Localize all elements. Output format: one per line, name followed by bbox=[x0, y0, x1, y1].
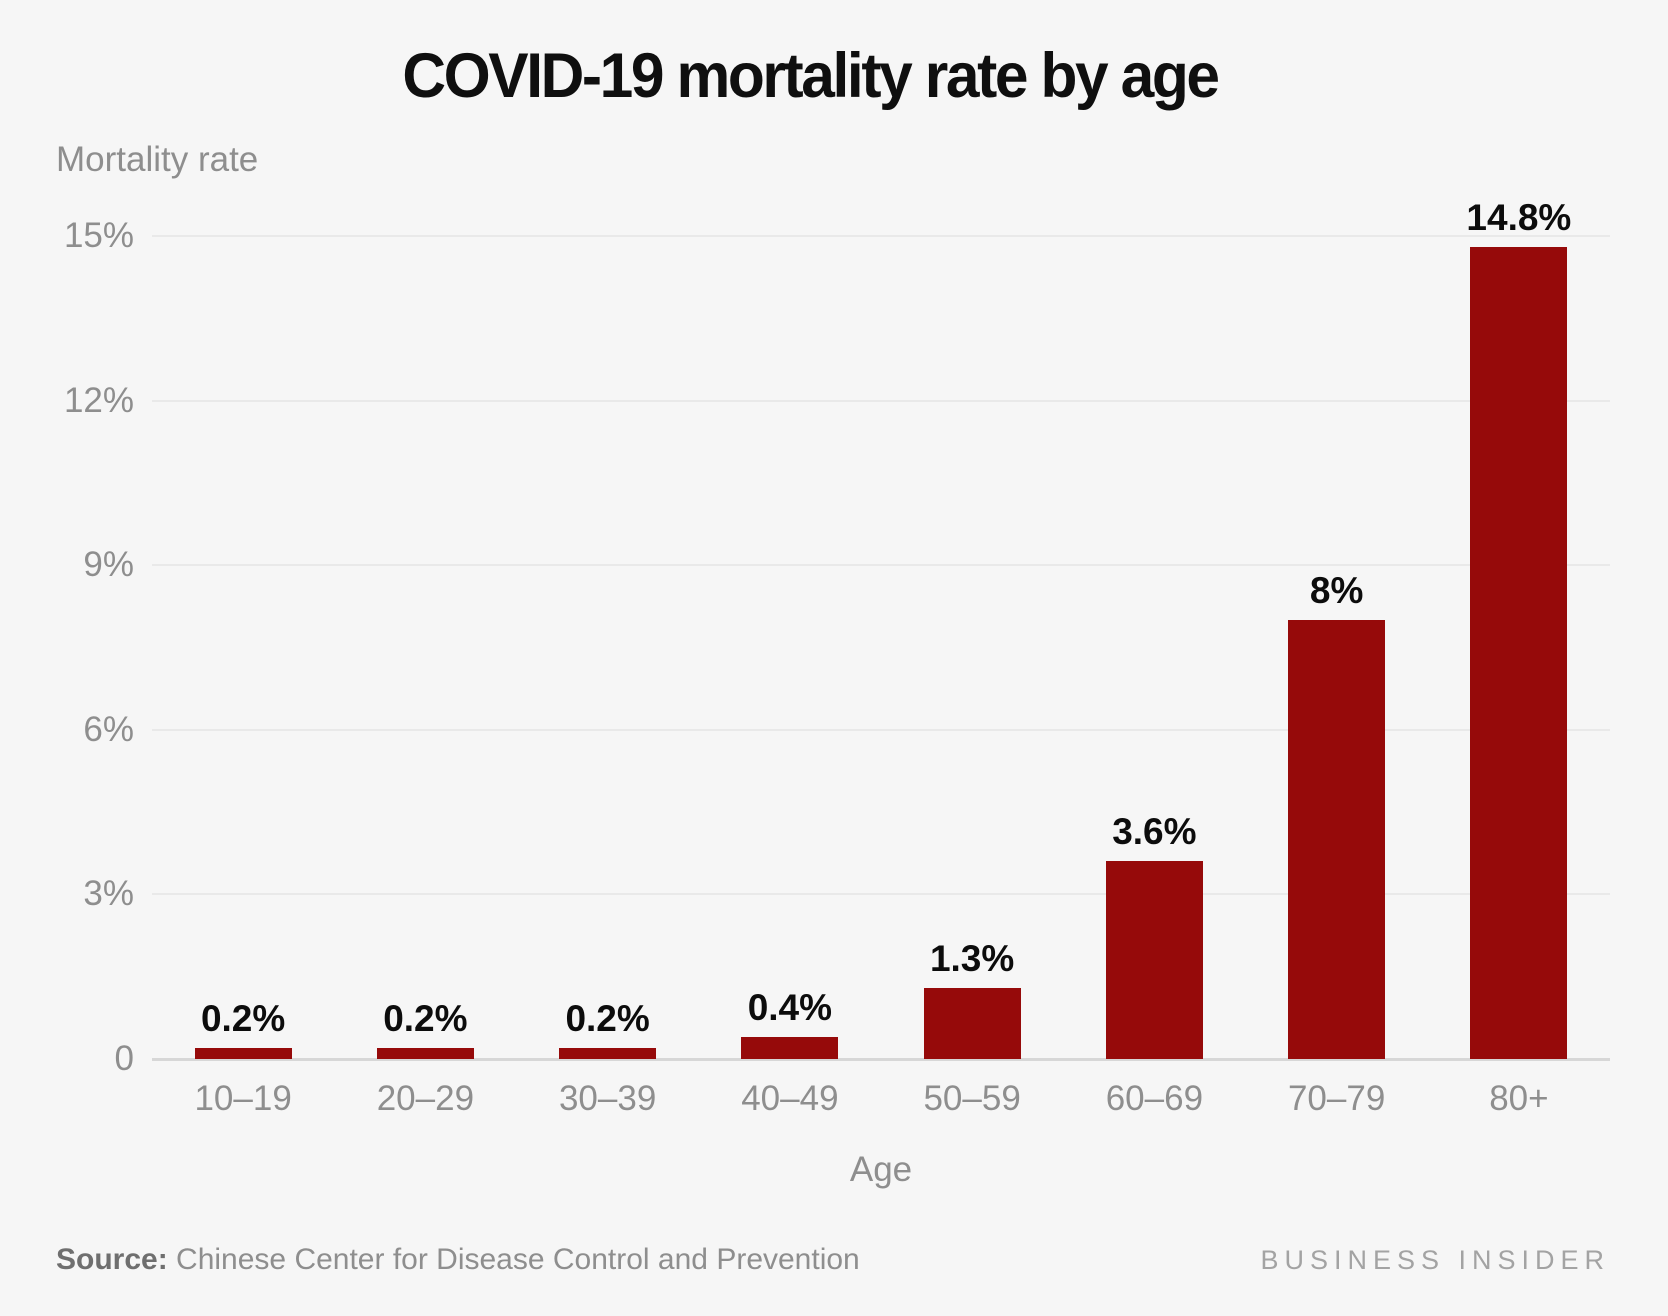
bar-60-69 bbox=[1105, 861, 1203, 1059]
gridline bbox=[152, 728, 1610, 731]
gridline bbox=[152, 235, 1610, 237]
bar-50-59 bbox=[923, 987, 1021, 1059]
bar-value-label: 0.2% bbox=[565, 998, 650, 1040]
bar-10-19 bbox=[194, 1048, 292, 1059]
branding-logo: BUSINESS INSIDER bbox=[1260, 1245, 1610, 1275]
bar-value-label: 0.2% bbox=[200, 998, 286, 1040]
y-axis-title: Mortality rate bbox=[56, 140, 259, 179]
y-tick-label: 6% bbox=[83, 709, 134, 749]
y-tick-label: 15% bbox=[63, 216, 134, 255]
y-tick-label: 9% bbox=[83, 545, 134, 585]
source-label: Source: bbox=[56, 1243, 168, 1276]
gridline bbox=[152, 564, 1610, 567]
bar-30-39 bbox=[559, 1048, 657, 1059]
x-tick-label: 10–19 bbox=[194, 1079, 292, 1118]
x-axis-title: Age bbox=[849, 1150, 913, 1189]
bar-40-49 bbox=[741, 1037, 839, 1059]
source-line: Source: Chinese Center for Disease Contr… bbox=[56, 1243, 860, 1277]
bar-value-label: 0.2% bbox=[383, 998, 468, 1040]
source-text: Chinese Center for Disease Control and P… bbox=[167, 1243, 860, 1276]
bar-70-79 bbox=[1288, 620, 1386, 1059]
bar-80+ bbox=[1470, 246, 1568, 1059]
y-tick-label: 3% bbox=[83, 874, 134, 914]
gridline bbox=[152, 893, 1610, 896]
bar-value-label: 3.6% bbox=[1112, 811, 1197, 853]
x-tick-label: 70–79 bbox=[1287, 1079, 1386, 1118]
x-tick-label: 80+ bbox=[1489, 1079, 1549, 1118]
x-tick-label: 20–29 bbox=[376, 1079, 475, 1118]
x-tick-label: 60–69 bbox=[1105, 1079, 1204, 1118]
gridline bbox=[152, 399, 1610, 402]
x-tick-label: 40–49 bbox=[741, 1079, 839, 1118]
bar-value-label: 0.4% bbox=[747, 987, 833, 1029]
bar-value-label: 14.8% bbox=[1466, 196, 1572, 238]
bar-20-29 bbox=[376, 1048, 474, 1059]
y-tick-label: 0 bbox=[114, 1039, 134, 1078]
x-axis-baseline bbox=[152, 1058, 1610, 1061]
x-tick-label: 50–59 bbox=[923, 1079, 1021, 1118]
x-tick-label: 30–39 bbox=[558, 1079, 657, 1118]
y-tick-label: 12% bbox=[63, 380, 134, 420]
bar-value-label: 1.3% bbox=[929, 937, 1015, 979]
bar-value-label: 8% bbox=[1309, 570, 1364, 612]
page-title: COVID-19 mortality rate by age bbox=[402, 41, 1220, 111]
